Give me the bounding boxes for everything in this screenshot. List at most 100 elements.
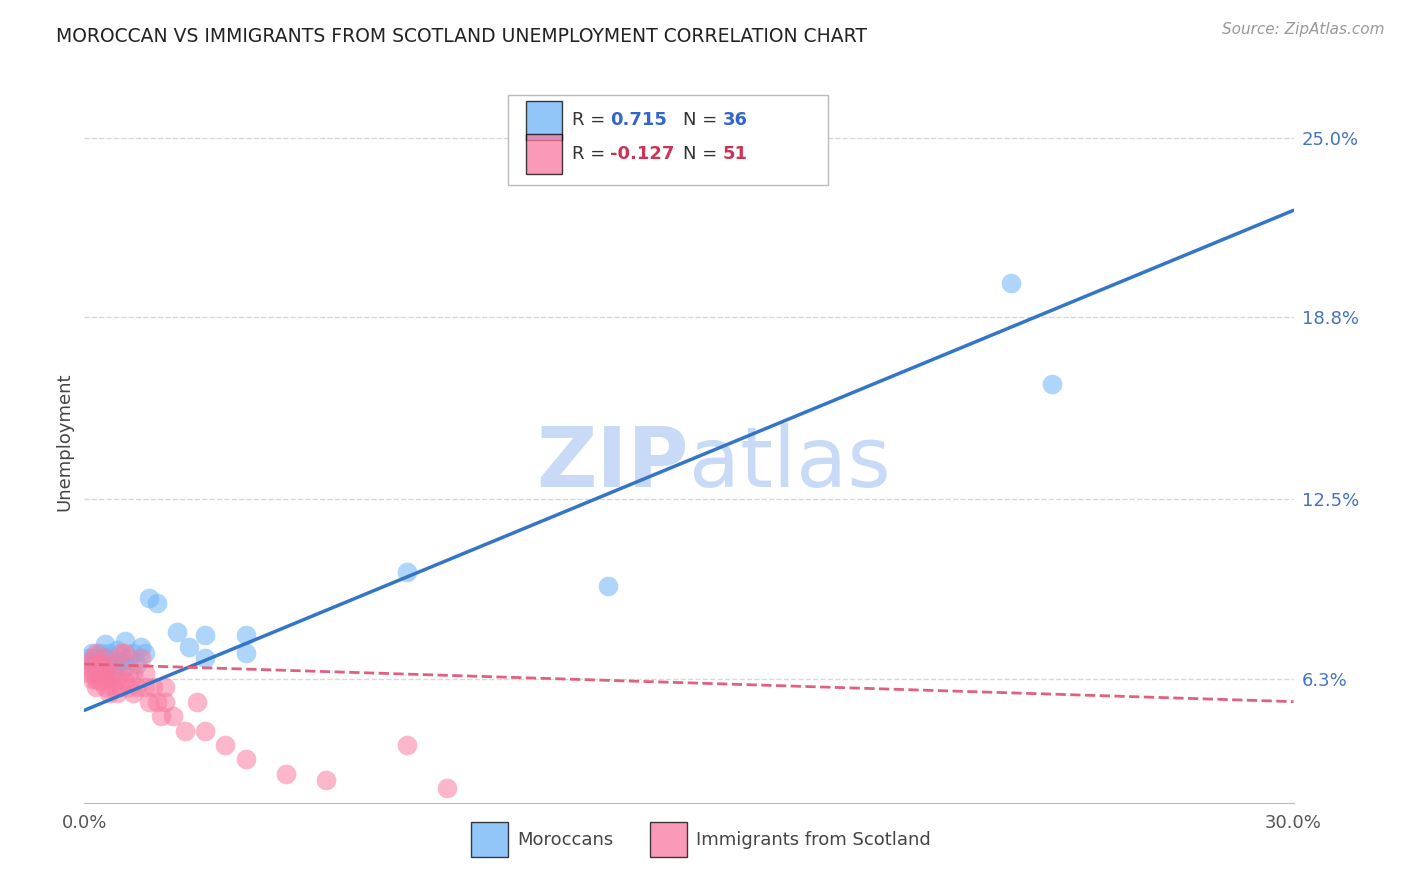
Point — [315, 772, 337, 787]
Point — [82, 651, 104, 665]
Text: Immigrants from Scotland: Immigrants from Scotland — [696, 830, 931, 848]
Point — [110, 646, 132, 660]
Point — [134, 646, 156, 660]
Point — [142, 680, 165, 694]
Point — [149, 709, 172, 723]
Point — [118, 665, 141, 680]
Point — [121, 686, 143, 700]
Point — [235, 752, 257, 766]
Point — [129, 640, 152, 654]
FancyBboxPatch shape — [526, 135, 562, 174]
Point — [93, 637, 115, 651]
Point — [86, 680, 108, 694]
Point — [77, 657, 100, 671]
Point — [93, 663, 115, 677]
Point — [86, 665, 108, 680]
Point — [105, 672, 128, 686]
Point — [93, 660, 115, 674]
Point — [105, 686, 128, 700]
Point — [101, 651, 124, 665]
Text: MOROCCAN VS IMMIGRANTS FROM SCOTLAND UNEMPLOYMENT CORRELATION CHART: MOROCCAN VS IMMIGRANTS FROM SCOTLAND UNE… — [56, 27, 868, 45]
Point — [97, 646, 120, 660]
Point — [174, 723, 197, 738]
Point — [93, 680, 115, 694]
Point — [235, 646, 257, 660]
Point — [89, 674, 111, 689]
Point — [162, 709, 184, 723]
Point — [125, 657, 148, 671]
Point — [89, 665, 111, 680]
Point — [138, 695, 160, 709]
FancyBboxPatch shape — [650, 822, 686, 857]
Point — [89, 657, 111, 671]
Point — [118, 651, 141, 665]
Point — [134, 665, 156, 680]
Point — [194, 723, 217, 738]
Text: -0.127: -0.127 — [610, 145, 675, 163]
Point — [395, 738, 418, 752]
Point — [89, 646, 111, 660]
Text: 36: 36 — [723, 111, 748, 129]
Point — [110, 680, 132, 694]
Text: R =: R = — [572, 111, 610, 129]
Text: 51: 51 — [723, 145, 748, 163]
Point — [114, 634, 136, 648]
Point — [395, 565, 418, 579]
Point — [77, 651, 100, 665]
Point — [153, 680, 176, 694]
Point — [146, 596, 169, 610]
Point — [101, 680, 124, 694]
Point — [125, 680, 148, 694]
Point — [114, 646, 136, 660]
FancyBboxPatch shape — [508, 95, 828, 185]
Text: N =: N = — [683, 111, 723, 129]
Point — [1040, 376, 1063, 391]
Point — [134, 680, 156, 694]
Point — [97, 686, 120, 700]
Point — [82, 672, 104, 686]
Point — [235, 628, 257, 642]
Point — [82, 663, 104, 677]
Text: ZIP: ZIP — [537, 423, 689, 504]
Text: atlas: atlas — [689, 423, 890, 504]
Text: Source: ZipAtlas.com: Source: ZipAtlas.com — [1222, 22, 1385, 37]
Point — [114, 660, 136, 674]
Text: Moroccans: Moroccans — [517, 830, 613, 848]
Point — [121, 665, 143, 680]
Point — [166, 625, 188, 640]
Point — [118, 680, 141, 694]
Point — [93, 651, 115, 665]
Point — [93, 651, 115, 665]
Point — [194, 628, 217, 642]
Point — [598, 579, 620, 593]
Point — [86, 651, 108, 665]
Point — [129, 651, 152, 665]
Point — [436, 781, 458, 796]
Point — [186, 695, 208, 709]
Point — [146, 695, 169, 709]
Point — [101, 665, 124, 680]
Point — [93, 672, 115, 686]
Point — [101, 665, 124, 680]
Point — [86, 657, 108, 671]
FancyBboxPatch shape — [471, 822, 508, 857]
Y-axis label: Unemployment: Unemployment — [55, 372, 73, 511]
Point — [82, 657, 104, 671]
Point — [105, 642, 128, 657]
Point — [274, 767, 297, 781]
Point — [82, 646, 104, 660]
FancyBboxPatch shape — [526, 101, 562, 140]
Point — [1000, 276, 1022, 290]
Text: R =: R = — [572, 145, 610, 163]
Point — [89, 657, 111, 671]
Point — [179, 640, 201, 654]
Point — [153, 695, 176, 709]
Point — [97, 657, 120, 671]
Point — [114, 674, 136, 689]
Point — [86, 672, 108, 686]
Point — [214, 738, 236, 752]
Point — [105, 657, 128, 671]
Point — [194, 651, 217, 665]
Text: N =: N = — [683, 145, 723, 163]
Point — [121, 646, 143, 660]
